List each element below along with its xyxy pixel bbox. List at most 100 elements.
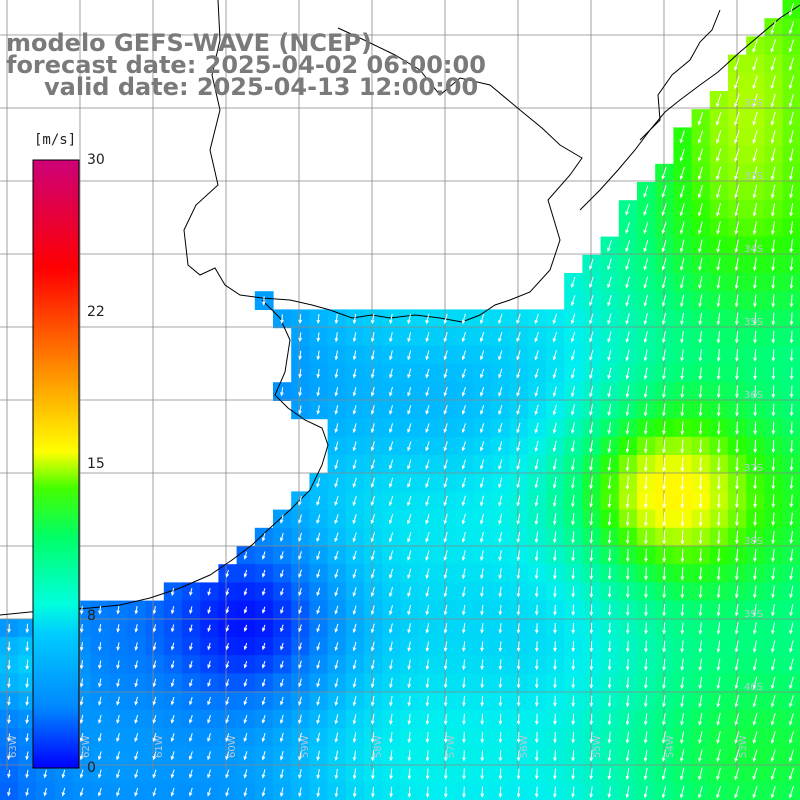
wind-arrow: [225, 751, 230, 761]
wind-arrow: [680, 694, 684, 708]
coastline-argentina: [0, 299, 329, 616]
wind-arrow: [589, 659, 594, 671]
wind-arrow: [407, 550, 412, 561]
wind-arrow: [770, 148, 776, 163]
wind-arrow: [352, 368, 357, 379]
wind-arrow: [79, 787, 84, 797]
wind-arrow: [443, 713, 448, 726]
wind-arrow: [643, 713, 648, 726]
wind-arrow: [607, 439, 612, 454]
wind-arrow: [498, 623, 503, 634]
wind-arrow: [789, 421, 794, 435]
wind-arrow: [716, 367, 721, 381]
wind-arrow: [225, 769, 230, 779]
wind-arrow: [207, 606, 211, 615]
wind-arrow: [735, 548, 739, 563]
wind-arrow: [370, 586, 375, 598]
wind-arrow: [625, 331, 630, 344]
wind-arrow: [680, 658, 685, 672]
wind-arrow: [734, 294, 739, 308]
wind-arrow: [771, 530, 776, 545]
wind-arrow: [370, 714, 375, 725]
wind-arrow: [279, 532, 284, 542]
wind-arrow: [316, 569, 321, 579]
wind-arrow: [534, 495, 539, 507]
wind-arrow: [480, 695, 485, 707]
wind-arrow: [316, 368, 321, 379]
wind-arrow: [571, 476, 575, 490]
wind-arrow: [516, 513, 521, 525]
wind-arrow: [516, 732, 521, 744]
wind-arrow: [734, 239, 739, 254]
wind-arrow: [770, 166, 776, 181]
wind-arrow: [316, 350, 321, 361]
wind-arrow: [698, 221, 703, 235]
wind-arrow: [698, 622, 703, 635]
wind-arrow: [425, 750, 430, 762]
wind-arrow: [298, 660, 302, 670]
wind-arrow: [570, 368, 576, 379]
wind-arrow: [516, 641, 521, 653]
wind-arrow: [462, 695, 466, 707]
wind-arrow: [534, 750, 539, 762]
wind-arrow: [316, 696, 321, 706]
wind-arrow: [480, 423, 485, 434]
wind-arrow: [480, 750, 485, 762]
wind-arrow: [571, 786, 575, 798]
wind-arrow: [534, 477, 539, 489]
wind-arrow: [334, 605, 339, 615]
wind-arrow: [552, 422, 557, 434]
wind-arrow: [716, 312, 721, 326]
wind-arrow: [443, 677, 448, 689]
wind-arrow: [479, 350, 485, 361]
wind-arrow: [389, 786, 393, 798]
wind-arrow: [407, 532, 412, 543]
wind-arrow: [662, 548, 667, 563]
wind-arrow: [516, 695, 521, 707]
wind-arrow: [407, 713, 412, 725]
wind-arrow: [207, 751, 211, 761]
wind-arrow: [152, 642, 157, 651]
lon-label: 57W: [446, 735, 457, 758]
coastline-uruguay: [183, 0, 583, 323]
wind-arrow: [661, 221, 667, 235]
wind-arrow: [771, 658, 776, 672]
wind-arrow: [680, 622, 685, 635]
wind-arrow: [534, 768, 539, 780]
wind-arrow: [7, 623, 11, 634]
wind-arrow: [498, 768, 503, 780]
wind-arrow: [479, 459, 485, 470]
wind-arrow: [334, 569, 339, 579]
wind-arrow: [425, 604, 430, 616]
wind-arrow: [461, 513, 466, 525]
wind-arrow: [316, 550, 321, 561]
wind-arrow: [516, 768, 521, 780]
wind-arrow: [98, 642, 102, 652]
wind-arrow: [207, 715, 211, 724]
wind-arrow: [352, 550, 357, 561]
wind-arrow: [679, 785, 685, 799]
lat-label: 32S: [744, 98, 763, 109]
wind-arrow: [134, 769, 139, 779]
wind-arrow: [752, 658, 757, 672]
wind-arrow: [352, 768, 357, 780]
wind-arrow: [243, 733, 248, 743]
wind-arrow: [625, 203, 631, 216]
wind-arrow: [789, 111, 794, 126]
wind-arrow: [534, 568, 539, 580]
coastline-lagoon: [639, 9, 721, 141]
wind-arrow: [170, 606, 175, 615]
wind-arrow: [771, 239, 775, 254]
wind-arrow: [516, 332, 521, 343]
wind-arrow: [643, 240, 649, 253]
wind-arrow: [152, 660, 157, 669]
wind-arrow: [370, 459, 375, 470]
wind-arrow: [280, 696, 284, 706]
wind-arrow: [716, 93, 722, 108]
wind-arrow: [443, 386, 448, 397]
wind-arrow: [516, 623, 521, 634]
wind-arrow: [461, 568, 466, 580]
wind-arrow: [734, 567, 739, 581]
wind-arrow: [334, 660, 339, 670]
wind-arrow: [589, 386, 594, 398]
